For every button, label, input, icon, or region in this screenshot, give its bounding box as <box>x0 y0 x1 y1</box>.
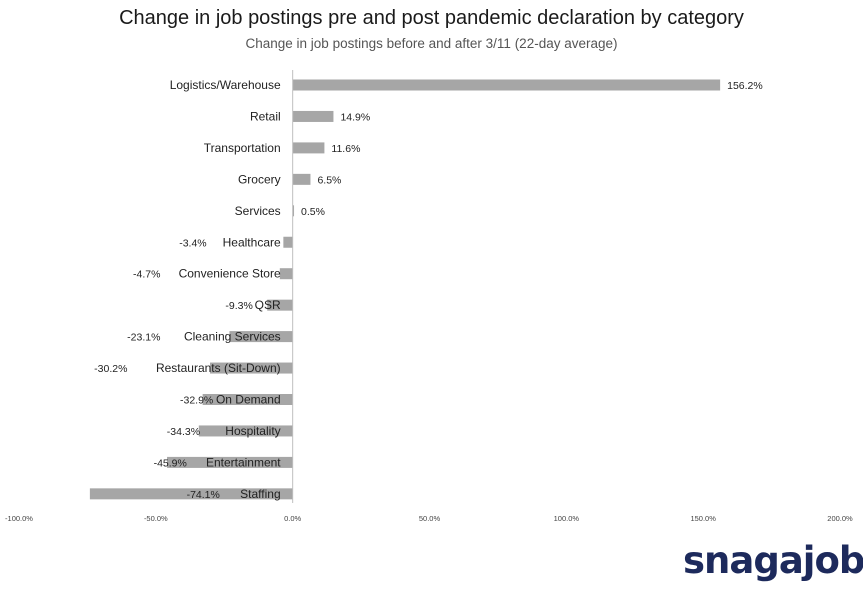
category-label: Entertainment <box>206 455 281 469</box>
category-label: On Demand <box>216 393 281 407</box>
chart-subtitle: Change in job postings before and after … <box>245 36 618 51</box>
x-tick-label: 200.0% <box>827 514 853 523</box>
x-tick-label: 150.0% <box>690 514 716 523</box>
bar-0 <box>292 79 721 91</box>
bar-9 <box>210 362 293 374</box>
category-label: QSR <box>255 298 281 312</box>
data-label: -3.4% <box>179 237 206 249</box>
category-label: Retail <box>250 109 281 123</box>
x-tick-label: 100.0% <box>554 514 580 523</box>
category-label: Hospitality <box>225 424 280 438</box>
bar-8 <box>229 331 293 343</box>
category-label: Convenience Store <box>179 267 281 281</box>
bar-13 <box>89 488 293 500</box>
bar-12 <box>167 456 293 468</box>
data-label: -32.9% <box>180 395 213 407</box>
data-label: -30.2% <box>94 363 127 375</box>
data-label: -23.1% <box>127 332 160 344</box>
x-tick-label: -100.0% <box>5 514 33 523</box>
bar-3 <box>292 173 311 185</box>
bar-10 <box>202 394 293 405</box>
bar-5 <box>283 236 293 248</box>
data-label: -45.9% <box>154 457 187 469</box>
category-label: Logistics/Warehouse <box>170 78 281 92</box>
category-label: Staffing <box>240 487 280 501</box>
data-label: 6.5% <box>317 174 341 186</box>
data-label: 14.9% <box>340 111 370 123</box>
data-label: -74.1% <box>187 489 220 501</box>
category-label: Transportation <box>204 141 281 155</box>
data-label: -4.7% <box>133 269 160 281</box>
x-tick-label: 0.0% <box>284 514 301 523</box>
bar-7 <box>267 299 293 311</box>
data-label: 11.6% <box>331 143 360 155</box>
x-tick-label: 50.0% <box>419 514 441 523</box>
data-label: -9.3% <box>225 300 252 312</box>
category-label: Healthcare <box>223 235 281 249</box>
snagajob-logo: snagajob <box>683 539 863 582</box>
data-label: 0.5% <box>301 206 325 218</box>
bar-6 <box>279 268 293 280</box>
chart-title: Change in job postings pre and post pand… <box>119 7 744 29</box>
data-label: 156.2% <box>727 80 763 92</box>
bar-2 <box>292 142 325 154</box>
category-label: Cleaning Services <box>184 330 281 344</box>
x-tick-label: -50.0% <box>144 514 168 523</box>
bar-4 <box>292 205 295 217</box>
data-label: -34.3% <box>167 426 200 438</box>
category-label: Restaurants (Sit-Down) <box>156 361 281 375</box>
category-label: Grocery <box>238 172 281 186</box>
category-label: Services <box>235 204 281 218</box>
bar-11 <box>198 425 293 437</box>
bar-1 <box>292 110 334 122</box>
